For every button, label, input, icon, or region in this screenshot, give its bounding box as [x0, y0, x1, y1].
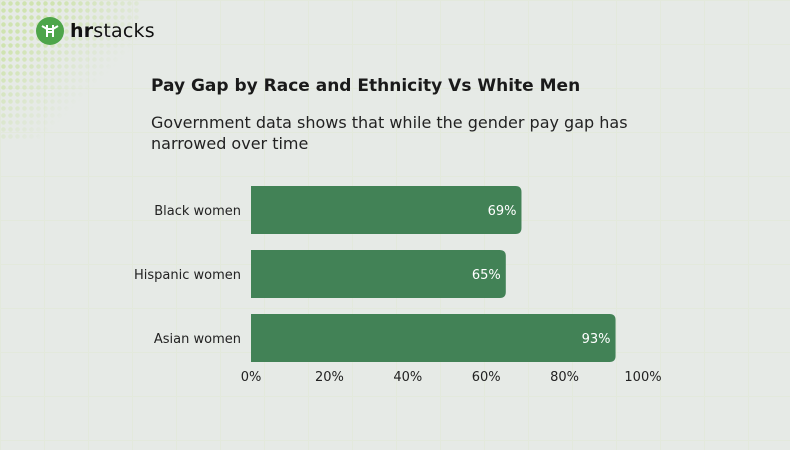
data-label: 69% — [488, 204, 517, 219]
hrstacks-logo-icon — [36, 17, 64, 45]
bar — [251, 186, 522, 234]
bar — [251, 314, 616, 362]
category-label: Black women — [154, 204, 241, 219]
logo: hrstacks — [36, 17, 155, 45]
bar — [251, 250, 506, 298]
data-label: 65% — [472, 268, 501, 283]
x-tick-label: 100% — [624, 370, 661, 385]
x-tick-label: 20% — [315, 370, 344, 385]
data-label: 93% — [582, 332, 611, 347]
x-tick-label: 0% — [241, 370, 262, 385]
chart-title: Pay Gap by Race and Ethnicity Vs White M… — [151, 76, 581, 96]
logo-text: hrstacks — [70, 20, 155, 42]
x-tick-label: 40% — [393, 370, 422, 385]
category-label: Asian women — [154, 332, 241, 347]
chart-subtitle: Government data shows that while the gen… — [151, 113, 628, 153]
category-label: Hispanic women — [134, 268, 241, 283]
x-tick-label: 80% — [550, 370, 579, 385]
background-dots — [0, 0, 140, 140]
x-tick-label: 60% — [472, 370, 501, 385]
